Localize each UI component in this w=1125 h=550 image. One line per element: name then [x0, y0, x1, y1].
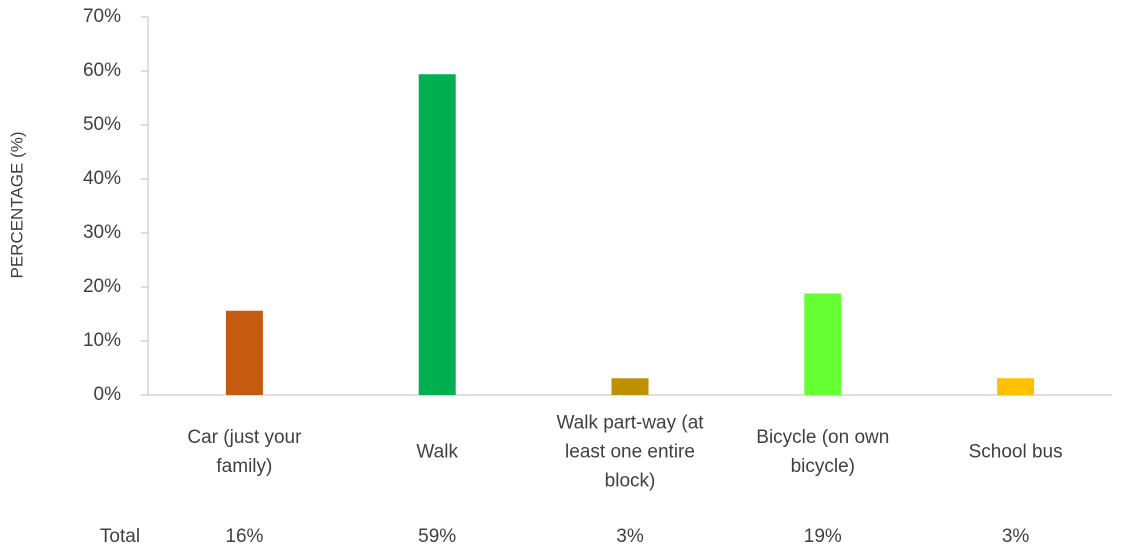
x-tick-label: Bicycle (on own bicycle): [756, 427, 890, 477]
y-tick-label: 20%: [83, 276, 121, 297]
y-tick-label: 0%: [94, 384, 122, 405]
y-tick-label: 40%: [83, 168, 121, 189]
y-axis-label: PERCENTAGE (%): [7, 131, 26, 278]
table-value: 59%: [418, 526, 456, 547]
bar: [804, 293, 842, 395]
y-tick-label: 70%: [83, 6, 121, 27]
x-tick-label: Car (just your family): [187, 427, 302, 477]
bar: [225, 310, 263, 395]
table-value: 3%: [1002, 526, 1030, 547]
y-tick-label: 30%: [83, 222, 121, 243]
table-value: 19%: [804, 526, 842, 547]
table-value: 16%: [225, 526, 263, 547]
y-tick-label: 60%: [83, 60, 121, 81]
x-tick-label: School bus: [968, 441, 1063, 463]
bar: [418, 74, 456, 396]
table-value: 3%: [616, 526, 644, 547]
bar: [997, 378, 1035, 395]
x-tick-label: Walk: [416, 441, 458, 463]
x-tick-label: Walk part-way (at least one entire block…: [556, 412, 704, 492]
y-tick-label: 50%: [83, 114, 121, 135]
bar: [611, 378, 649, 395]
table-row-label: Total: [100, 526, 140, 547]
y-tick-label: 10%: [83, 330, 121, 351]
